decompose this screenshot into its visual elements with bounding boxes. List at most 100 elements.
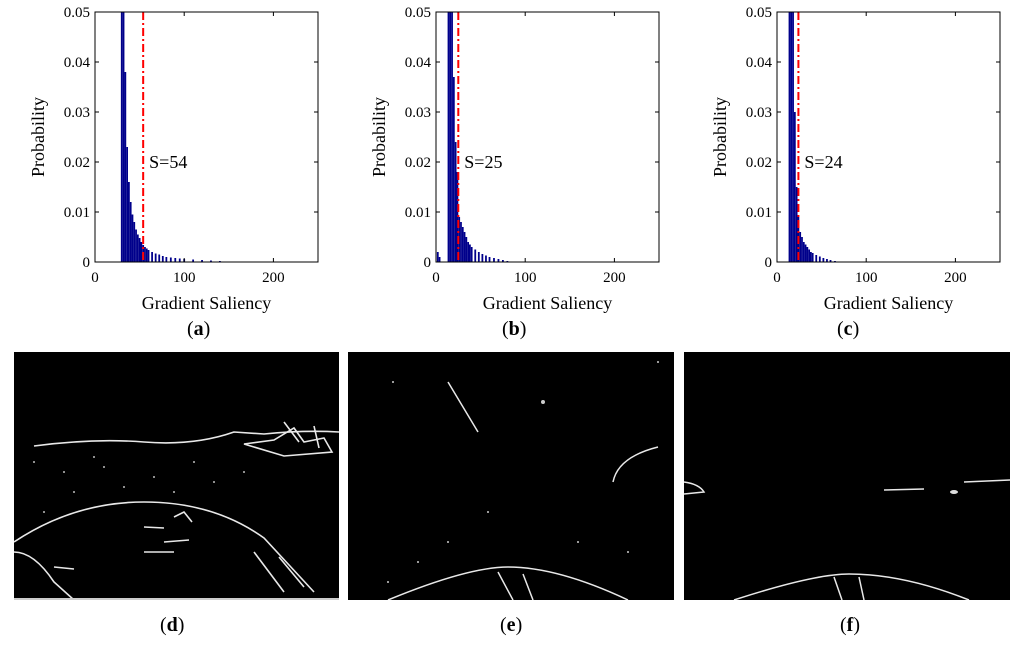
edge-map-boat-bow-open-sea-icon [387, 361, 659, 600]
x-tick-label: 100 [514, 270, 537, 286]
histogram-bar [470, 247, 473, 262]
histogram-bar [451, 12, 453, 262]
histogram-a: S=54 0 0.01 0.02 0.03 0.04 0.05 0 100 200 Gradient… [28, 5, 319, 313]
y-tick-label: 0.02 [405, 155, 431, 171]
histogram-bar [128, 182, 130, 262]
histogram-bar [497, 259, 500, 262]
histogram-bar [815, 255, 818, 262]
caption-d: (d) [160, 614, 185, 636]
histogram-bar [151, 252, 153, 262]
x-tick-label: 0 [91, 270, 99, 286]
histogram-bar [469, 244, 471, 262]
y-tick-label: 0.04 [64, 55, 91, 71]
histogram-bar [454, 142, 457, 262]
histogram-bar [788, 12, 791, 262]
x-tick-label: 200 [262, 270, 285, 286]
histogram-bar [154, 253, 157, 262]
histogram-bar [449, 12, 452, 262]
histogram-panel-a: S=54 0 0.01 0.02 0.03 0.04 0.05 0 100 200 Gradient… [0, 0, 341, 320]
y-tick-label: 0.03 [746, 105, 772, 121]
axes-frame [776, 11, 1001, 263]
histogram-bar [165, 257, 168, 262]
threshold-label: S=24 [804, 152, 842, 172]
histogram-bar [804, 244, 807, 262]
histogram-bar [493, 258, 495, 262]
x-axis-label: Gradient Saliency [142, 293, 271, 313]
histogram-bar [122, 12, 125, 262]
histogram-bar [793, 112, 796, 262]
histogram-bar [477, 252, 480, 262]
histogram-bar [144, 247, 146, 262]
histogram-bar [135, 229, 137, 262]
histogram-c: S=24 0 0.01 0.02 0.03 0.04 0.05 0 100 200 Gradient… [710, 5, 1001, 313]
caption-e: (e) [500, 614, 523, 636]
histogram-panel-b: S=25 0 0.01 0.02 0.03 0.04 0.05 0 100 200 Gradient… [341, 0, 682, 320]
y-tick-label: 0 [424, 255, 432, 271]
histogram-bar [465, 237, 468, 262]
histogram-bar [811, 253, 814, 262]
histogram-bar [502, 260, 504, 262]
x-tick-label: 100 [855, 270, 878, 286]
histogram-bar [140, 242, 143, 262]
caption-a-letter: a [193, 318, 204, 340]
threshold-label: S=25 [464, 152, 502, 172]
y-tick-label: 0.03 [64, 105, 90, 121]
y-tick-label: 0.02 [746, 155, 772, 171]
histogram-panel-c: S=24 0 0.01 0.02 0.03 0.04 0.05 0 100 200 Gradient… [682, 0, 1024, 320]
histogram-b: S=25 0 0.01 0.02 0.03 0.04 0.05 0 100 200 Gradient… [369, 5, 660, 313]
x-axis-label: Gradient Saliency [483, 293, 612, 313]
edge-map-boat-bow-with-shoreline-icon [14, 421, 339, 600]
histogram-bar [158, 254, 161, 262]
histogram-bar [822, 258, 825, 262]
axes-frame [94, 11, 319, 263]
axes-frame [435, 11, 660, 263]
y-tick-label: 0.01 [746, 205, 772, 221]
edge-image-d [14, 352, 339, 600]
histogram-bar [826, 259, 828, 262]
histogram-bar [124, 72, 127, 262]
y-tick-label: 0.05 [746, 5, 772, 21]
y-axis-label: Probability [369, 97, 389, 177]
histogram-bar [169, 257, 172, 262]
y-tick-label: 0.03 [405, 105, 431, 121]
histogram-bar [790, 12, 793, 262]
histogram-bar [192, 259, 195, 262]
histogram-bar [802, 242, 805, 262]
histogram-bar [136, 234, 139, 262]
histogram-bar [147, 250, 150, 262]
caption-e-letter: e [506, 614, 516, 636]
histogram-bar [131, 214, 134, 262]
x-tick-label: 0 [432, 270, 440, 286]
histogram-bar [436, 252, 439, 262]
histogram-bar [799, 232, 802, 262]
y-tick-label: 0.05 [64, 5, 90, 21]
histogram-bar [461, 227, 464, 262]
histogram-bar [201, 260, 203, 262]
caption-f-letter: f [846, 614, 854, 636]
edge-image-f [684, 352, 1010, 600]
histogram-bar [801, 237, 803, 262]
histogram-bar [481, 254, 484, 262]
y-tick-label: 0.02 [64, 155, 90, 171]
histogram-bar [161, 256, 164, 262]
caption-b-letter: b [508, 318, 520, 340]
threshold-label: S=54 [149, 152, 187, 172]
histogram-bar [792, 12, 794, 262]
y-tick-label: 0 [765, 255, 773, 271]
histogram-bar [120, 12, 123, 262]
caption-b: (b) [502, 318, 527, 340]
histogram-bar [795, 187, 798, 262]
histogram-bar [810, 252, 812, 262]
histogram-bar [447, 12, 450, 262]
histogram-bar [474, 249, 477, 262]
y-tick-label: 0.01 [64, 205, 90, 221]
caption-c-letter: c [843, 318, 853, 340]
caption-d-letter: d [166, 614, 178, 636]
histogram-bar [210, 260, 212, 262]
caption-f: (f) [840, 614, 861, 636]
y-tick-label: 0.04 [746, 55, 773, 71]
x-axis-label: Gradient Saliency [824, 293, 953, 313]
histogram-bar [485, 255, 487, 262]
y-axis-label: Probability [710, 97, 730, 177]
x-tick-label: 200 [944, 270, 967, 286]
